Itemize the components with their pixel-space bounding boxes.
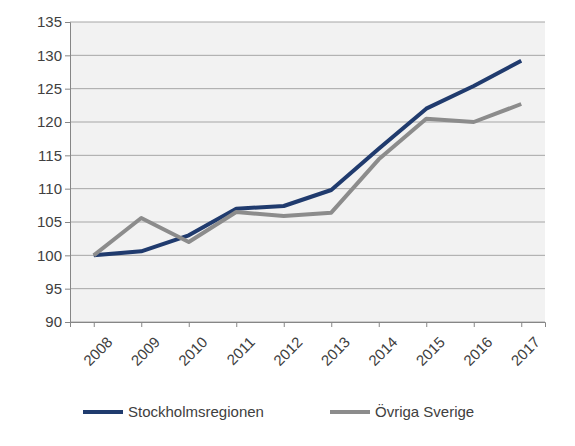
x-tick-mark (474, 322, 475, 327)
x-tick-label: 2015 (412, 333, 448, 369)
legend-item: Övriga Sverige (330, 403, 474, 420)
y-tick-mark (65, 322, 70, 323)
grid-line (70, 88, 545, 89)
y-tick-label: 120 (37, 113, 62, 130)
x-tick: 2017 (507, 322, 543, 369)
legend-swatch (83, 410, 123, 414)
y-tick-label: 90 (45, 313, 62, 330)
y-tick: 130 (37, 47, 70, 64)
x-tick-mark (284, 322, 285, 327)
x-tick: 2011 (223, 322, 258, 368)
grid (70, 22, 545, 322)
y-tick-label: 105 (37, 213, 62, 230)
y-tick-mark (65, 55, 70, 56)
x-tick: 2009 (127, 322, 163, 369)
y-tick-label: 115 (38, 147, 62, 164)
series-line (94, 61, 522, 256)
y-tick-mark (65, 289, 70, 290)
x-tick-label: 2011 (223, 333, 258, 368)
grid-line (70, 188, 545, 189)
plot-background (70, 22, 545, 322)
grid-line (70, 222, 545, 223)
x-tick-label: 2010 (175, 333, 211, 369)
x-tick-mark (236, 322, 237, 327)
legend: Stockholmsregionen Övriga Sverige (83, 403, 474, 420)
y-tick-label: 130 (37, 47, 62, 64)
x-tick-label: 2008 (80, 333, 116, 369)
grid-line (70, 155, 545, 156)
y-tick-label: 95 (45, 280, 62, 297)
lines (94, 61, 522, 256)
y-tick-mark (65, 89, 70, 90)
chart: 90 95 100 105 110 115 120 125 130 135 2008 2009 2010… (0, 0, 575, 446)
x-axis-line (71, 323, 546, 328)
y-tick-mark (65, 255, 70, 256)
x-tick-label: 2012 (270, 333, 306, 369)
x-tick: 2016 (460, 322, 496, 369)
x-axis: 2008 2009 2010 2011 2012 2013 2014 2015 2016 2017 (71, 322, 546, 369)
x-tick-label: 2014 (365, 333, 401, 369)
y-tick: 120 (37, 113, 70, 130)
plot: 90 95 100 105 110 115 120 125 130 135 2008 2009 2010… (37, 13, 546, 369)
grid-line (70, 55, 545, 56)
y-tick-mark (65, 222, 70, 223)
y-tick: 90 (45, 313, 70, 330)
y-tick-label: 125 (37, 80, 62, 97)
x-tick: 2012 (270, 322, 306, 369)
x-tick: 2010 (175, 322, 211, 369)
grid-line (70, 288, 545, 289)
x-tick-label: 2016 (460, 333, 496, 369)
y-tick: 110 (38, 180, 70, 197)
y-tick-mark (65, 155, 70, 156)
y-tick: 115 (38, 147, 70, 164)
y-axis-line (65, 23, 71, 323)
legend-swatch (330, 410, 370, 414)
x-tick: 2014 (365, 322, 401, 369)
legend-label: Stockholmsregionen (128, 403, 264, 420)
y-tick-mark (65, 122, 70, 123)
x-tick-mark (521, 322, 522, 327)
y-tick: 125 (37, 80, 70, 97)
x-tick: 2008 (80, 322, 116, 369)
y-tick-mark (65, 189, 70, 190)
y-tick-mark (65, 22, 70, 23)
y-tick-label: 100 (37, 247, 62, 264)
legend-label: Övriga Sverige (375, 403, 474, 420)
x-tick-mark (141, 322, 142, 327)
y-tick: 135 (37, 13, 70, 30)
x-tick-label: 2009 (127, 333, 163, 369)
x-tick-label: 2013 (317, 333, 353, 369)
series-line (94, 104, 522, 255)
y-axis: 90 95 100 105 110 115 120 125 130 135 (37, 13, 71, 330)
y-tick-label: 110 (38, 180, 62, 197)
grid-line (70, 255, 545, 256)
grid-line (70, 22, 545, 23)
legend-item: Stockholmsregionen (83, 403, 264, 420)
x-tick: 2013 (317, 322, 353, 369)
x-tick-mark (379, 322, 380, 327)
x-tick: 2015 (412, 322, 448, 369)
x-tick-label: 2017 (507, 333, 543, 369)
x-tick-mark (426, 322, 427, 327)
x-tick-mark (331, 322, 332, 327)
y-tick: 100 (37, 247, 70, 264)
x-tick-mark (189, 322, 190, 327)
y-tick: 95 (45, 280, 70, 297)
y-tick-label: 135 (37, 13, 62, 30)
x-tick-mark (94, 322, 95, 327)
y-tick: 105 (37, 213, 70, 230)
